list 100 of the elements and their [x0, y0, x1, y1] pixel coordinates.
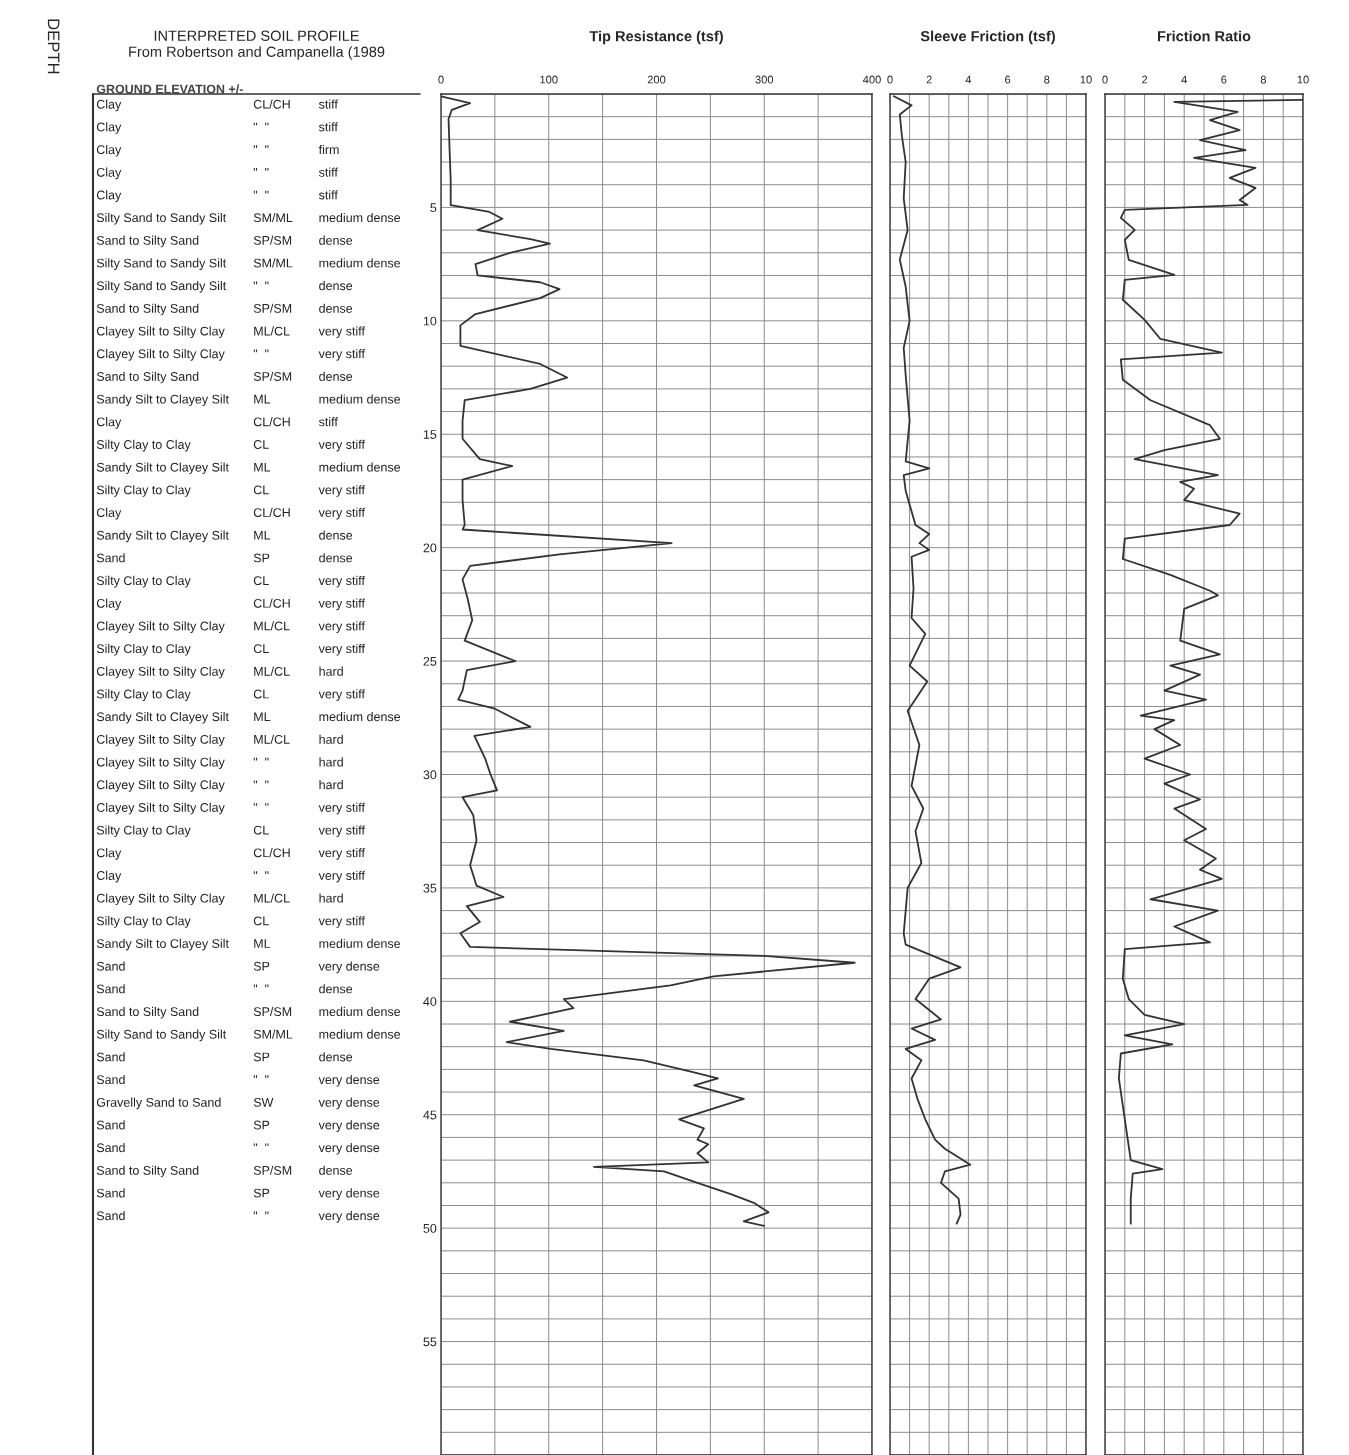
text: medium dense: [319, 938, 401, 948]
text: Silty Clay to Clay: [96, 916, 191, 928]
text: SM/ML: [253, 1029, 293, 1039]
text: INTERPRETED SOIL PROFILE: [154, 30, 359, 41]
y-tick-label: 35: [423, 883, 437, 893]
text: very stiff: [318, 507, 365, 520]
text: SP: [253, 1052, 270, 1062]
text: Clay: [96, 99, 122, 112]
text: " ": [253, 1075, 269, 1079]
text: firm: [318, 144, 339, 154]
text: Sand: [96, 1211, 125, 1221]
text: Clay: [96, 598, 122, 611]
text: Sand to Silty Sand: [96, 303, 199, 316]
text: very dense: [318, 1074, 380, 1087]
text: very stiff: [318, 349, 365, 361]
text: Silty Clay to Clay: [96, 575, 191, 588]
text: dense: [319, 280, 353, 291]
x-tick-label: 200: [647, 75, 666, 84]
text: ML/CL: [254, 621, 290, 631]
x-tick-label: 6: [1005, 75, 1011, 84]
y-axis-title: DEPTH: [47, 19, 60, 74]
text: Sand: [96, 984, 125, 994]
text: Sand to Silty Sand: [96, 1006, 199, 1019]
x-tick-label: 2: [1142, 75, 1148, 84]
text: " ": [253, 190, 269, 194]
text: very stiff: [318, 870, 365, 883]
text: SP/SM: [253, 1006, 292, 1017]
text: Clay: [96, 848, 122, 860]
text: stiff: [318, 417, 338, 427]
text: CL: [253, 644, 269, 654]
x-tick-label: 0: [887, 75, 893, 84]
text: CL: [253, 576, 269, 586]
text: stiff: [318, 167, 338, 177]
x-tick-label: 6: [1221, 75, 1227, 84]
x-tick-label: 4: [965, 75, 972, 84]
text: very stiff: [318, 825, 365, 838]
text: Clay: [96, 144, 122, 157]
text: SP: [253, 1120, 270, 1130]
text: SM/ML: [253, 212, 293, 223]
text: ML/CL: [254, 666, 290, 676]
text: Clayey Silt to Silty Clay: [96, 780, 225, 792]
text: stiff: [318, 122, 338, 132]
text: medium dense: [319, 258, 401, 268]
text: SP/SM: [253, 235, 292, 245]
text: " ": [253, 871, 269, 874]
chart-title: Tip Resistance (tsf): [589, 30, 723, 45]
text: CL/CH: [253, 507, 290, 517]
text: SM/ML: [253, 258, 293, 268]
text: Silty Clay to Clay: [96, 439, 191, 452]
text: Clayey Silt to Silty Clay: [96, 734, 225, 747]
x-tick-label: 8: [1260, 75, 1267, 84]
text: Silty Clay to Clay: [96, 643, 191, 656]
text: CL: [253, 485, 269, 495]
x-tick-label: 10: [1080, 75, 1092, 84]
text: hard: [319, 757, 343, 767]
text: " ": [253, 1143, 269, 1147]
y-tick-label: 25: [423, 656, 437, 666]
x-tick-label: 300: [755, 75, 774, 84]
text: Clayey Silt to Silty Clay: [96, 802, 225, 815]
text: ML/CL: [254, 893, 290, 903]
text: Clayey Silt to Silty Clay: [96, 666, 225, 679]
text: CL/CH: [253, 848, 290, 858]
text: very stiff: [318, 485, 365, 497]
text: " ": [253, 757, 269, 761]
text: SW: [253, 1097, 274, 1107]
text: " ": [253, 145, 269, 149]
text: medium dense: [319, 462, 401, 472]
text: dense: [319, 984, 353, 994]
text: very dense: [318, 1142, 380, 1155]
text: Clay: [96, 870, 122, 883]
text: SP/SM: [253, 303, 292, 313]
text: Silty Sand to Sandy Silt: [96, 280, 227, 293]
text: Sand: [96, 1188, 125, 1198]
text: dense: [319, 235, 353, 245]
text: CL/CH: [253, 598, 290, 608]
text: Clayey Silt to Silty Clay: [96, 621, 225, 633]
text: very stiff: [318, 689, 365, 701]
text: CL: [253, 689, 269, 699]
text: " ": [253, 281, 269, 285]
x-tick-label: 4: [1181, 75, 1187, 84]
text: SP: [253, 553, 270, 563]
chart-title: Sleeve Friction (tsf): [920, 30, 1055, 45]
text: very stiff: [318, 575, 365, 588]
text: ML/CL: [254, 734, 290, 744]
text: Sand: [96, 553, 125, 563]
text: very stiff: [318, 916, 365, 928]
text: Sandy Silt to Clayey Silt: [96, 394, 229, 407]
text: dense: [319, 1165, 353, 1175]
text: very stiff: [318, 439, 365, 452]
text: Sand: [96, 1052, 125, 1062]
text: Gravelly Sand to Sand: [96, 1097, 221, 1110]
text: very dense: [318, 1097, 380, 1110]
y-tick-label: 5: [430, 203, 437, 213]
text: very dense: [318, 1188, 380, 1200]
text: SP/SM: [253, 1165, 292, 1175]
text: ML: [254, 530, 271, 540]
text: dense: [319, 1052, 353, 1062]
text: very dense: [318, 1120, 380, 1132]
text: " ": [253, 803, 269, 806]
text: dense: [319, 553, 353, 563]
